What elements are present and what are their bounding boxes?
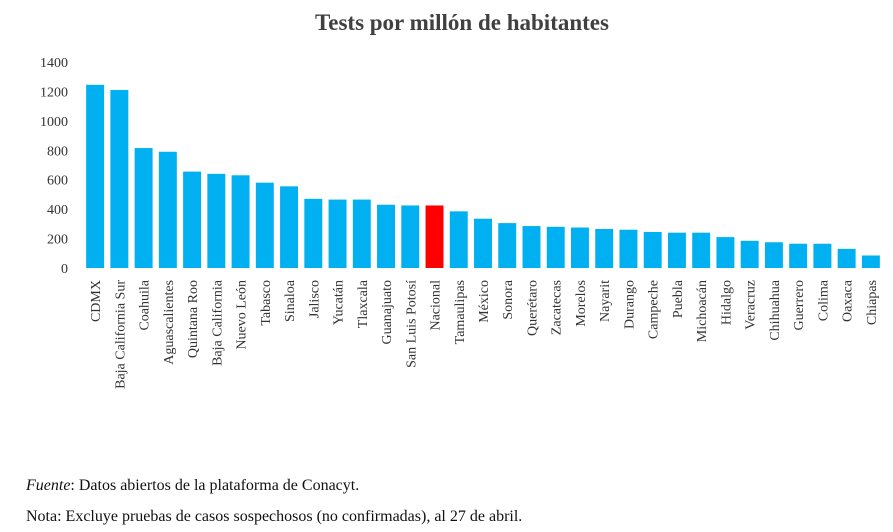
bar [764,242,783,268]
x-tick-label: Sonora [501,279,516,319]
x-tick-label: Tabasco [259,280,274,326]
footnotes: Fuente: Datos abiertos de la plataforma … [26,470,522,532]
bar [546,226,565,268]
source-text: : Datos abiertos de la plataforma de Con… [70,477,360,494]
y-tick-label: 800 [47,144,68,159]
x-tick-label: Guerrero [792,280,807,331]
bar [255,182,274,268]
bar [231,175,250,268]
x-tick-label: Sinaloa [283,279,298,322]
x-tick-label: Oaxaca [841,279,856,322]
bar [789,243,808,268]
bar [207,173,226,268]
bar [861,255,880,268]
bar [158,151,177,268]
x-tick-label: Tlaxcala [356,279,371,328]
y-tick-label: 1000 [40,115,68,130]
x-tick-label: Baja California [210,279,225,366]
y-tick-label: 200 [47,233,68,248]
source-line: Fuente: Datos abiertos de la plataforma … [26,470,522,501]
x-tick-label: Guanajuato [380,280,395,345]
source-label: Fuente [26,477,71,494]
bar [328,199,347,268]
x-tick-label: Jalisco [307,280,322,318]
x-tick-label: San Luis Potosí [404,280,419,368]
chart-title: Tests por millón de habitantes [315,10,609,35]
y-tick-label: 400 [47,203,68,218]
bar [498,223,517,268]
x-tick-label: Yucatán [332,280,347,325]
bar [110,89,129,269]
y-tick-label: 0 [61,262,68,277]
x-tick-label: Durango [622,280,637,329]
x-tick-label: Coahuila [138,279,153,330]
bar [183,171,202,268]
x-axis-labels: CDMX Baja California Sur Coahuila Aguascali… [89,279,880,389]
note-line: Nota: Excluye pruebas de casos sospechos… [26,508,523,525]
x-tick-label: Campeche [647,280,662,339]
bar [643,231,662,268]
bar [304,198,323,268]
x-tick-label: Chiapas [865,280,880,325]
x-tick-label: Michoacán [695,280,710,342]
bar [352,199,371,268]
x-tick-label: Baja California Sur [113,280,128,389]
bar [837,248,856,268]
bar [522,226,541,268]
x-tick-label: Veracruz [744,280,759,330]
bar [667,232,686,268]
x-tick-label: Tamaulipas [453,280,468,344]
x-tick-label: CDMX [89,280,104,322]
bar [740,240,759,268]
bars [86,84,880,269]
y-tick-label: 1200 [40,85,68,100]
y-tick-label: 600 [47,174,68,189]
bar [401,205,420,268]
x-tick-label: Aguascalientes [162,280,177,365]
bar [619,229,638,268]
x-tick-label: Quintana Roo [186,280,201,358]
bar [134,148,153,268]
bar [449,211,468,268]
x-tick-label: Zacatecas [550,280,565,335]
bar [595,229,614,268]
x-tick-label: Morelos [574,280,589,327]
bar-chart: Tests por millón de habitantes 0 200 400 60… [40,10,880,389]
x-tick-label: Querétaro [525,280,540,336]
x-tick-label: Nayarit [598,280,613,322]
bar [571,227,589,268]
x-tick-label: Colima [816,279,831,321]
y-tick-label: 1400 [40,56,68,71]
x-tick-label: Nacional [429,280,444,331]
y-axis-ticks: 0 200 400 600 800 1000 1200 1400 [40,56,68,277]
bar [86,84,105,268]
bar [474,218,492,268]
bar [280,186,299,268]
bar [692,232,711,268]
x-tick-label: Chihuahua [768,279,783,340]
x-tick-label: Puebla [671,279,686,318]
x-tick-label: Nuevo León [235,280,250,350]
bar [377,204,395,268]
bar [716,237,735,268]
x-tick-label: Hidalgo [719,280,734,325]
x-tick-label: México [477,280,492,323]
bar [813,243,832,268]
bar [425,205,444,268]
